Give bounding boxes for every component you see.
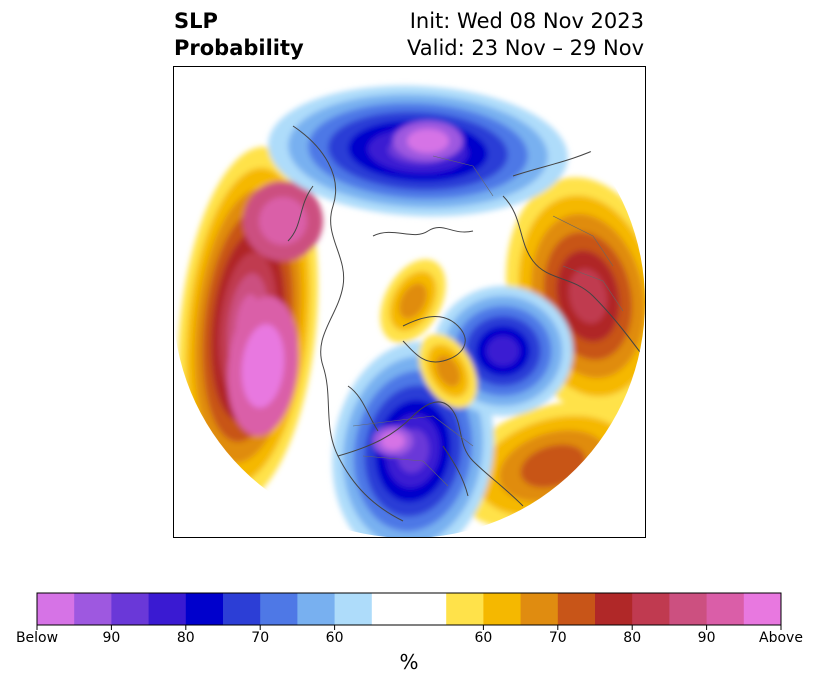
init-date: Init: Wed 08 Nov 2023: [409, 9, 644, 33]
colorbar-cell: [706, 593, 745, 625]
colorbar-cell: [743, 593, 782, 625]
colorbar-cell: [74, 593, 112, 625]
probability-map: [173, 66, 646, 538]
title-right: Init: Wed 08 Nov 2023 Valid: 23 Nov – 29…: [407, 8, 644, 62]
probability-contour: [398, 283, 428, 319]
colorbar-cell: [223, 593, 261, 625]
valid-range: Valid: 23 Nov – 29 Nov: [407, 36, 644, 60]
map-disc: [173, 66, 645, 538]
probability-contour: [381, 432, 405, 450]
colorbar-tick-label: 90: [698, 630, 716, 646]
colorbar-cell: [260, 593, 298, 625]
coastlines: [287, 125, 644, 522]
colorbar-tick-label: 80: [623, 630, 641, 646]
title-left: SLP Probability: [174, 8, 304, 62]
colorbar-cell: [632, 593, 670, 625]
borders: [352, 155, 624, 487]
colorbar-cell: [669, 593, 708, 625]
title-product: Probability: [174, 36, 304, 60]
colorbar-cell: [185, 593, 224, 625]
probability-contour: [259, 197, 307, 245]
colorbar-cell: [595, 593, 633, 625]
title-variable: SLP: [174, 9, 218, 33]
probability-contour: [486, 336, 520, 366]
colorbar-tick-label: 70: [549, 630, 567, 646]
colorbar-cell: [334, 593, 373, 625]
colorbar-cell: [37, 593, 75, 625]
colorbar-unit: %: [399, 650, 418, 674]
colorbar-cell: [483, 593, 522, 625]
colorbar-cell: [557, 593, 596, 625]
colorbar-tick-label: Below: [16, 630, 58, 646]
colorbar-cell: [111, 593, 150, 625]
colorbar-cell: [446, 593, 484, 625]
colorbar-tick-label: 60: [326, 630, 344, 646]
colorbar-tick-label: 80: [177, 630, 195, 646]
probability-contour: [407, 129, 449, 153]
colorbar-tick-label: Above: [759, 630, 803, 646]
colorbar-cell: [148, 593, 187, 625]
colorbar-cell: [297, 593, 336, 625]
probability-contour: [569, 268, 607, 324]
probability-contour: [435, 355, 461, 387]
colorbar-ticks: Below 90 80 70 60 60 70 80 90 Above: [16, 625, 803, 646]
colorbar-tick-label: 90: [102, 630, 120, 646]
colorbar: Below 90 80 70 60 60 70 80 90 Above %: [16, 592, 803, 674]
colorbar-cell: [520, 593, 559, 625]
colorbar-tick-label: 70: [251, 630, 269, 646]
colorbar-tick-label: 60: [474, 630, 492, 646]
probability-contour: [241, 324, 285, 408]
map-frame: [173, 66, 646, 538]
colorbar-outline: [36, 592, 782, 626]
colorbar-cells: [37, 593, 782, 625]
colorbar-cell: [371, 593, 447, 625]
